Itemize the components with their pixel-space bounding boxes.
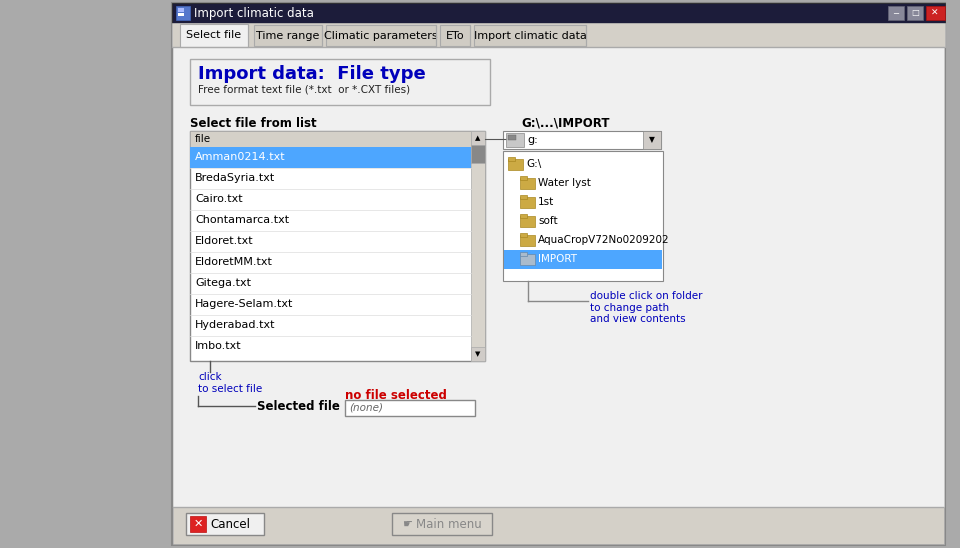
Text: ☛: ☛	[402, 519, 412, 529]
Text: AquaCropV72No0209202: AquaCropV72No0209202	[538, 235, 670, 245]
Bar	[520, 252, 527, 256]
Text: Import climatic data: Import climatic data	[473, 31, 587, 41]
Text: Gitega.txt: Gitega.txt	[195, 278, 251, 288]
Text: G:\: G:\	[526, 159, 541, 169]
Bar	[888, 6, 904, 20]
Text: EldoretMM.txt: EldoretMM.txt	[195, 257, 273, 267]
Bar	[506, 133, 524, 147]
Text: Hagere-Selam.txt: Hagere-Selam.txt	[195, 299, 294, 309]
Bar	[471, 347, 485, 361]
Bar	[190, 516, 206, 532]
Bar	[176, 6, 190, 20]
Bar	[186, 513, 264, 535]
Text: Main menu: Main menu	[416, 517, 482, 530]
Text: 1st: 1st	[538, 197, 554, 207]
Text: Select file: Select file	[186, 30, 242, 40]
Bar	[190, 147, 471, 168]
Text: Climatic parameters: Climatic parameters	[324, 31, 438, 41]
Bar	[520, 214, 527, 218]
Text: ▼: ▼	[649, 135, 655, 145]
Bar	[190, 131, 485, 361]
Bar	[520, 178, 535, 189]
Bar	[471, 131, 485, 145]
Text: (none): (none)	[349, 403, 383, 413]
Text: ✕: ✕	[931, 9, 939, 18]
Text: no file selected: no file selected	[345, 389, 446, 402]
Bar	[508, 157, 515, 161]
Bar	[172, 3, 945, 545]
Text: BredaSyria.txt: BredaSyria.txt	[195, 173, 276, 183]
Bar	[392, 513, 492, 535]
Text: G:\...\IMPORT: G:\...\IMPORT	[521, 117, 610, 130]
Bar	[520, 235, 535, 246]
Bar	[504, 250, 662, 269]
Text: Free format text file (*.txt  or *.CXT files): Free format text file (*.txt or *.CXT fi…	[198, 85, 410, 95]
Text: ✕: ✕	[193, 519, 203, 529]
Text: Chontamarca.txt: Chontamarca.txt	[195, 215, 289, 225]
Bar	[326, 25, 436, 46]
Text: ▼: ▼	[475, 351, 481, 357]
Bar	[907, 6, 923, 20]
Bar	[474, 25, 586, 46]
Bar	[471, 145, 485, 163]
Text: soft: soft	[538, 216, 558, 226]
Text: Amman0214.txt: Amman0214.txt	[195, 152, 286, 162]
Text: Imbo.txt: Imbo.txt	[195, 341, 242, 351]
Bar	[520, 216, 535, 227]
Bar	[520, 176, 527, 180]
Bar	[190, 59, 490, 105]
Bar	[440, 25, 470, 46]
Bar	[178, 13, 184, 16]
Bar	[520, 254, 535, 265]
Bar	[508, 135, 516, 140]
Text: Time range: Time range	[256, 31, 320, 41]
Bar	[643, 131, 661, 149]
Text: Import climatic data: Import climatic data	[194, 7, 314, 20]
Bar	[520, 195, 527, 199]
Text: ─: ─	[894, 9, 899, 18]
Text: IMPORT: IMPORT	[538, 254, 577, 264]
Bar	[508, 159, 523, 170]
Bar	[172, 23, 945, 47]
Text: ETo: ETo	[445, 31, 465, 41]
Text: Cancel: Cancel	[210, 517, 250, 530]
Text: Cairo.txt: Cairo.txt	[195, 194, 243, 204]
Text: ▲: ▲	[475, 135, 481, 141]
Bar	[180, 24, 248, 47]
Bar	[926, 6, 945, 20]
Bar	[172, 3, 945, 23]
Text: Selected file: Selected file	[257, 399, 340, 413]
Text: click
to select file: click to select file	[198, 372, 262, 393]
Bar	[254, 25, 322, 46]
Text: Import data:  File type: Import data: File type	[198, 65, 425, 83]
Text: g:: g:	[527, 135, 538, 145]
Bar	[503, 131, 661, 149]
Text: Select file from list: Select file from list	[190, 117, 317, 130]
Bar	[345, 400, 475, 416]
Bar	[471, 131, 485, 361]
Bar	[190, 131, 471, 147]
Bar	[520, 233, 527, 237]
Bar	[503, 151, 663, 281]
Bar	[173, 47, 944, 507]
Bar	[520, 197, 535, 208]
Bar	[178, 8, 184, 12]
Text: Eldoret.txt: Eldoret.txt	[195, 236, 253, 246]
Text: Hyderabad.txt: Hyderabad.txt	[195, 320, 276, 330]
Bar	[173, 507, 944, 544]
Text: double click on folder
to change path
and view contents: double click on folder to change path an…	[590, 291, 703, 324]
Text: □: □	[911, 9, 919, 18]
Text: Water lyst: Water lyst	[538, 178, 590, 188]
Text: file: file	[195, 134, 211, 144]
